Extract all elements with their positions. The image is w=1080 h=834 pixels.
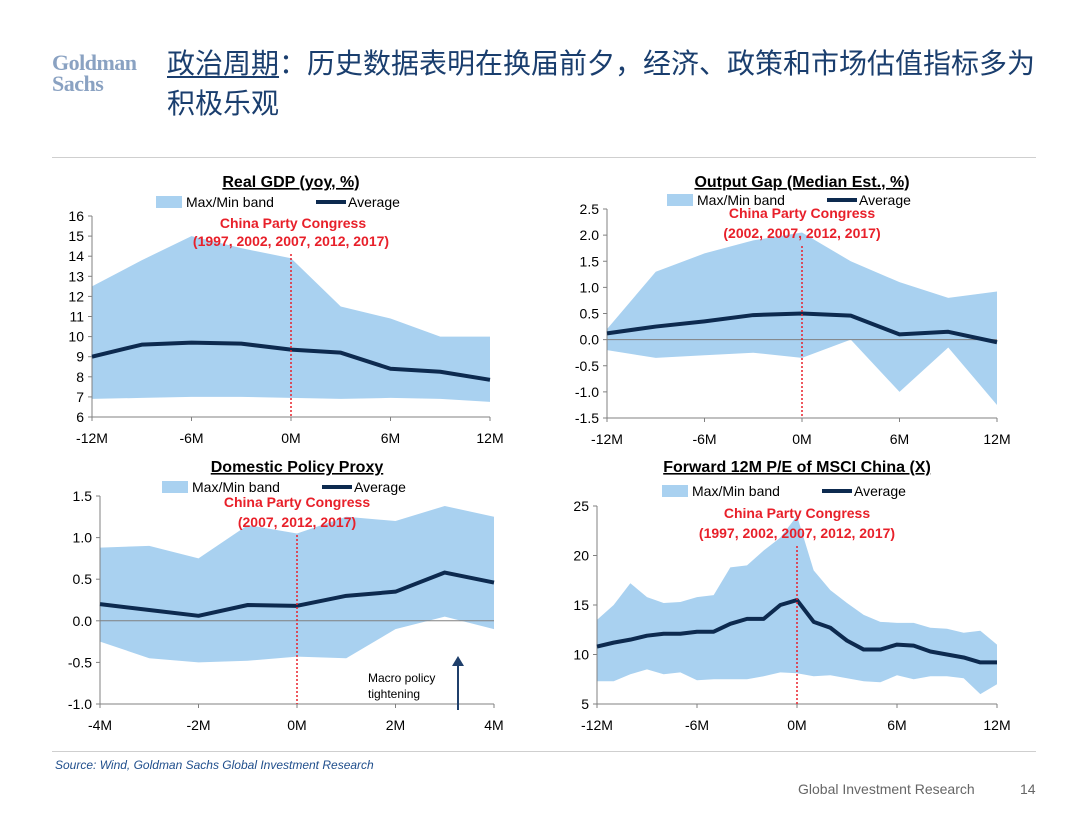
chart-title: Output Gap (Median Est., %) (694, 174, 909, 191)
average-line (99, 570, 495, 618)
legend-average-label: Average (859, 192, 911, 208)
average-line (596, 598, 997, 665)
page-title: 政治周期：历史数据表明在换届前夕，经济、政策和市场估值指标多为积极乐观 (167, 44, 1057, 124)
legend-band-swatch (156, 196, 182, 208)
y-tick-label: -1.0 (68, 696, 92, 712)
y-tick-label: 5 (581, 696, 589, 712)
y-tick-label: 2.0 (580, 227, 600, 243)
x-tick-label: -2M (186, 717, 210, 733)
x-tick-label: 0M (281, 430, 300, 446)
legend-band-swatch (667, 194, 693, 206)
y-tick-label: 16 (68, 208, 84, 224)
side-note-line1: Macro policy (368, 671, 435, 685)
footer-label: Global Investment Research (798, 781, 975, 797)
y-tick-label: 0.0 (580, 332, 600, 348)
congress-annotation-title: China Party Congress (724, 505, 870, 521)
congress-annotation-years: (2007, 2012, 2017) (238, 514, 356, 530)
x-tick-label: -6M (685, 717, 709, 733)
side-note-line2: tightening (368, 687, 420, 701)
y-tick-label: 0.5 (73, 571, 93, 587)
legend-band-swatch (162, 481, 188, 493)
x-tick-label: -6M (692, 431, 716, 447)
title-highlight: 政治周期 (167, 47, 280, 80)
congress-annotation-title: China Party Congress (220, 215, 366, 231)
y-tick-label: 25 (573, 498, 589, 514)
logo-line-sachs: Sachs (52, 71, 104, 96)
chart-panel-4: Forward 12M P/E of MSCI China (X) Max/Min… (573, 459, 1010, 733)
legend-band-label: Max/Min band (186, 194, 274, 210)
x-tick-label: 6M (381, 430, 400, 446)
x-tick-label: 0M (792, 431, 811, 447)
legend-average-label: Average (854, 483, 906, 499)
y-tick-label: 11 (69, 309, 84, 325)
average-line (606, 311, 998, 345)
y-tick-label: 1.0 (73, 530, 93, 546)
top-divider (52, 157, 1036, 158)
y-tick-label: -1.5 (575, 410, 599, 426)
y-tick-label: 1.5 (580, 253, 600, 269)
y-tick-label: 8 (76, 369, 84, 385)
average-line (91, 340, 491, 382)
y-tick-label: 10 (68, 329, 84, 345)
x-tick-label: 2M (386, 717, 405, 733)
congress-annotation-years: (1997, 2002, 2007, 2012, 2017) (699, 525, 895, 541)
y-tick-label: 2.5 (580, 201, 600, 217)
y-tick-label: 20 (573, 548, 589, 564)
y-tick-label: 15 (573, 597, 589, 613)
legend-average-label: Average (348, 194, 400, 210)
chart-title: Real GDP (yoy, %) (222, 174, 359, 191)
y-tick-label: 9 (76, 349, 84, 365)
page-number: 14 (1020, 781, 1036, 797)
y-tick-label: 1.5 (73, 488, 93, 504)
x-tick-label: -12M (76, 430, 108, 446)
title-rest: ：历史数据表明在换届前夕，经济、政策和市场估值指标多为积极乐观 (167, 47, 1036, 120)
chart-panel-2: Output Gap (Median Est., %)Max/Min band A… (575, 174, 1011, 447)
legend-average-label: Average (354, 479, 406, 495)
y-tick-label: 14 (68, 248, 84, 264)
y-tick-label: 6 (76, 409, 84, 425)
y-tick-label: 1.0 (580, 279, 600, 295)
y-tick-label: 7 (76, 389, 84, 405)
congress-annotation-title: China Party Congress (224, 494, 370, 510)
y-tick-label: -0.5 (575, 358, 599, 374)
y-tick-label: 0.0 (73, 613, 93, 629)
chart-panel-1: Real GDP (yoy, %) Max/Min band Average 6 7 8 9… (68, 174, 503, 446)
chart-title: Forward 12M P/E of MSCI China (X) (663, 459, 931, 476)
chart-panel-3: Domestic Policy Proxy Max/Min band Average… (68, 459, 504, 733)
y-tick-label: -1.0 (575, 384, 599, 400)
y-tick-label: 15 (68, 228, 84, 244)
x-tick-label: 12M (983, 431, 1010, 447)
y-tick-label: 10 (573, 647, 589, 663)
x-tick-label: -12M (591, 431, 623, 447)
x-tick-label: -12M (581, 717, 613, 733)
goldman-sachs-logo: Goldman Sachs (52, 50, 137, 96)
x-tick-label: -4M (88, 717, 112, 733)
x-tick-label: 0M (287, 717, 306, 733)
x-tick-label: 12M (476, 430, 503, 446)
legend-band-label: Max/Min band (192, 479, 280, 495)
source-note: Source: Wind, Goldman Sachs Global Inves… (55, 758, 374, 772)
logo-line-goldman: Goldman (52, 50, 137, 75)
congress-annotation-years: (2002, 2007, 2012, 2017) (723, 225, 880, 241)
legend-band-label: Max/Min band (692, 483, 780, 499)
x-tick-label: -6M (179, 430, 203, 446)
y-tick-label: 13 (68, 268, 84, 284)
chart-title: Domestic Policy Proxy (211, 459, 384, 476)
x-tick-label: 4M (484, 717, 503, 733)
max-min-band (597, 515, 997, 695)
x-tick-label: 12M (983, 717, 1010, 733)
congress-annotation-title: China Party Congress (729, 205, 875, 221)
y-tick-label: 0.5 (580, 306, 600, 322)
legend-band-label: Max/Min band (697, 192, 785, 208)
congress-annotation-years: (1997, 2002, 2007, 2012, 2017) (193, 233, 389, 249)
x-tick-label: 6M (890, 431, 909, 447)
legend-band-swatch (662, 485, 688, 497)
x-tick-label: 0M (787, 717, 806, 733)
tightening-arrow-head (452, 656, 464, 666)
y-tick-label: -0.5 (68, 654, 92, 670)
bottom-divider (52, 751, 1036, 752)
x-tick-label: 6M (887, 717, 906, 733)
y-tick-label: 12 (68, 288, 84, 304)
